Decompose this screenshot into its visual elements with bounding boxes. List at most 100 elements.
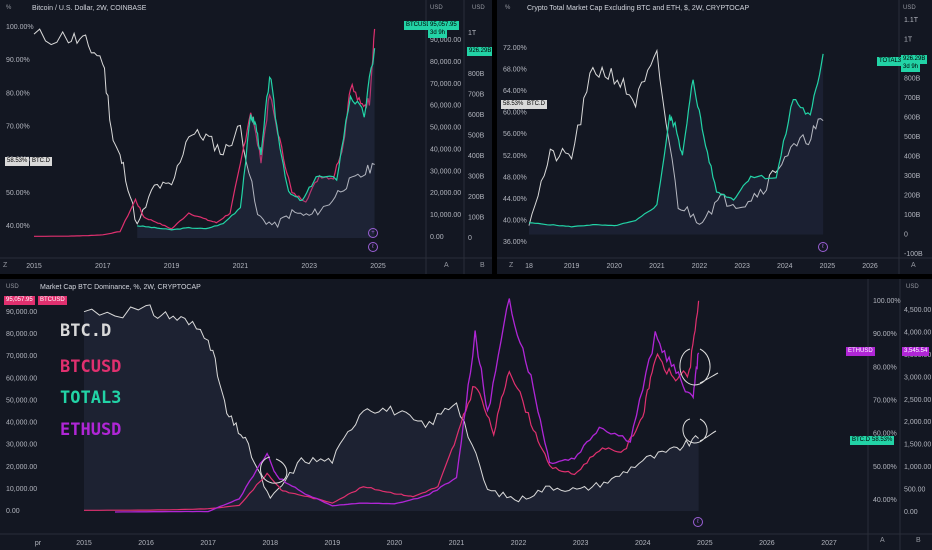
usd-tick-label: 60,000.00 bbox=[6, 375, 37, 382]
cap-tick-label: 700B bbox=[904, 95, 921, 102]
legend-ethusd: ETHUSD bbox=[60, 420, 122, 440]
date-tick-label: 2015 bbox=[76, 540, 92, 547]
corner-right-1[interactable]: A bbox=[444, 262, 449, 269]
cap-tick-label: 100B bbox=[904, 212, 921, 219]
eth-tick-label: 4,500.00 bbox=[904, 307, 931, 314]
cap-tick-label: 200B bbox=[468, 194, 485, 201]
corner-right-1[interactable]: A bbox=[880, 537, 885, 544]
left-tick-label: 44.00% bbox=[503, 196, 527, 203]
left-tick-label: 70.00% bbox=[6, 124, 30, 131]
pct-tick-label: 90.00% bbox=[873, 331, 897, 338]
total3-series-line bbox=[137, 48, 376, 231]
date-tick-label: 2018 bbox=[262, 540, 278, 547]
total3-series-line bbox=[528, 53, 824, 228]
pct-tick-label: 70.00% bbox=[873, 398, 897, 405]
cap-tick-label: 600B bbox=[468, 112, 485, 119]
btcd-tag-label: BTC.D bbox=[850, 436, 872, 445]
date-tick-label: 2024 bbox=[777, 263, 793, 270]
left-tick-label: 68.00% bbox=[503, 67, 527, 74]
date-tick-label: 2019 bbox=[325, 540, 341, 547]
event-marker-icon[interactable]: ℓ bbox=[818, 242, 828, 252]
date-tick-label: 2025 bbox=[370, 263, 386, 270]
left-tick-label: 40.00% bbox=[503, 217, 527, 224]
corner-left[interactable]: Z bbox=[3, 262, 8, 269]
date-tick-label: 2020 bbox=[387, 540, 403, 547]
btcusd-tag-value: 95,057.95 bbox=[428, 21, 459, 30]
date-tick-label: 2023 bbox=[734, 263, 750, 270]
cap-tick-label: 400B bbox=[904, 154, 921, 161]
annotation-circle bbox=[682, 418, 717, 444]
ethusd-series-line bbox=[114, 298, 700, 513]
btcd-tag-pct: 58.53% bbox=[501, 100, 526, 109]
cap-tick-label: 800B bbox=[904, 76, 921, 83]
left-tick-label: 72.00% bbox=[503, 45, 527, 52]
usd-tick-label: 40,000.00 bbox=[430, 146, 461, 153]
cap-tick-label: 100B bbox=[468, 215, 485, 222]
usd-tick-label: 50,000.00 bbox=[6, 397, 37, 404]
panel-total3: 72.00% 68.00% 64.00% 60.00% 56.00% 52.00% 48.0… bbox=[497, 0, 932, 274]
ethusd-tag-label: ETHUSD bbox=[846, 347, 875, 356]
date-tick-label: 2026 bbox=[759, 540, 775, 547]
left-unit: % bbox=[6, 5, 12, 11]
cap-tick-label: 400B bbox=[468, 153, 485, 160]
total3-tag-sub: 3d 9h bbox=[901, 63, 921, 72]
date-tick-label: 2019 bbox=[164, 263, 180, 270]
panel-btcusd-chart: 100.00%90.00%80.00%70.00%60.00%50.00%40.… bbox=[0, 0, 492, 274]
legend-btcusd: BTCUSD bbox=[60, 357, 122, 377]
usd-tick-label: 70,000.00 bbox=[6, 353, 37, 360]
usd-tick-label: 0.00 bbox=[6, 508, 20, 515]
total3-area bbox=[137, 48, 375, 239]
date-tick-label: 2022 bbox=[692, 263, 708, 270]
legend-total3: TOTAL3 bbox=[60, 388, 122, 408]
corner-right-2[interactable]: B bbox=[916, 537, 921, 544]
cap-tick-label: 1.1T bbox=[904, 17, 919, 24]
corner-right[interactable]: A bbox=[911, 262, 916, 269]
usd-tick-label: 60,000.00 bbox=[430, 103, 461, 110]
cap-tick-label: -100B bbox=[904, 251, 923, 258]
pct-tick-label: 60.00% bbox=[873, 431, 897, 438]
event-marker-icon[interactable]: ℓ bbox=[693, 517, 703, 527]
panel-total3-chart: 72.00% 68.00% 64.00% 60.00% 56.00% 52.00% 48.0… bbox=[497, 0, 932, 274]
btcd-tag-pct: 58.53% bbox=[870, 436, 895, 445]
usd-tick-label: 20,000.00 bbox=[430, 190, 461, 197]
left-tick-label: 80.00% bbox=[6, 90, 30, 97]
date-tick-label: 2017 bbox=[95, 263, 111, 270]
cap-tick-label: 800B bbox=[468, 71, 485, 78]
event-marker-icon[interactable]: + bbox=[368, 228, 378, 238]
pct-tick-label: 50.00% bbox=[873, 464, 897, 471]
usd-tick-label: 50,000.00 bbox=[430, 125, 461, 132]
left-unit: % bbox=[505, 5, 511, 11]
corner-right-2[interactable]: B bbox=[480, 262, 485, 269]
cap-tick-label: 1T bbox=[904, 37, 913, 44]
date-tick-label: 2020 bbox=[606, 263, 622, 270]
annotation-circle bbox=[679, 348, 719, 386]
usd-tick-label: 80,000.00 bbox=[6, 331, 37, 338]
usd-tick-label: 10,000.00 bbox=[430, 212, 461, 219]
chart-title: Bitcoin / U.S. Dollar, 2W, COINBASE bbox=[32, 5, 147, 12]
date-tick-label: 2019 bbox=[564, 263, 580, 270]
date-tick-label: 2025 bbox=[697, 540, 713, 547]
usd-tick-label: 40,000.00 bbox=[6, 420, 37, 427]
left-tick-label: 60.00% bbox=[503, 110, 527, 117]
chart-title: Crypto Total Market Cap Excluding BTC an… bbox=[527, 5, 750, 12]
usd-tick-label: 30,000.00 bbox=[6, 442, 37, 449]
usd-tick-label: 20,000.00 bbox=[6, 464, 37, 471]
date-tick-label: pr bbox=[35, 540, 42, 547]
cap-tick-label: 0 bbox=[468, 235, 472, 242]
right-unit: USD bbox=[906, 284, 919, 290]
left-tick-label: 56.00% bbox=[503, 131, 527, 138]
btcusd-tag-sub: 3d 9h bbox=[428, 29, 448, 38]
chart-title: Market Cap BTC Dominance, %, 2W, CRYPTOC… bbox=[40, 284, 201, 291]
right-unit-1: USD bbox=[430, 5, 443, 11]
eth-tick-label: 1,000.00 bbox=[904, 464, 931, 471]
left-tick-label: 36.00% bbox=[503, 239, 527, 246]
date-tick-label: 2021 bbox=[649, 263, 665, 270]
corner-left[interactable]: Z bbox=[509, 262, 514, 269]
cap-tick-label: 300B bbox=[468, 174, 485, 181]
btcusd-tag-label: BTCUSD bbox=[404, 21, 433, 30]
date-tick-label: 2023 bbox=[301, 263, 317, 270]
date-tick-label: 2015 bbox=[26, 263, 42, 270]
eth-tick-label: 500.00 bbox=[904, 487, 926, 494]
usd-tick-label: 90,000.00 bbox=[430, 37, 461, 44]
event-marker-icon-2[interactable]: ℓ bbox=[368, 242, 378, 252]
